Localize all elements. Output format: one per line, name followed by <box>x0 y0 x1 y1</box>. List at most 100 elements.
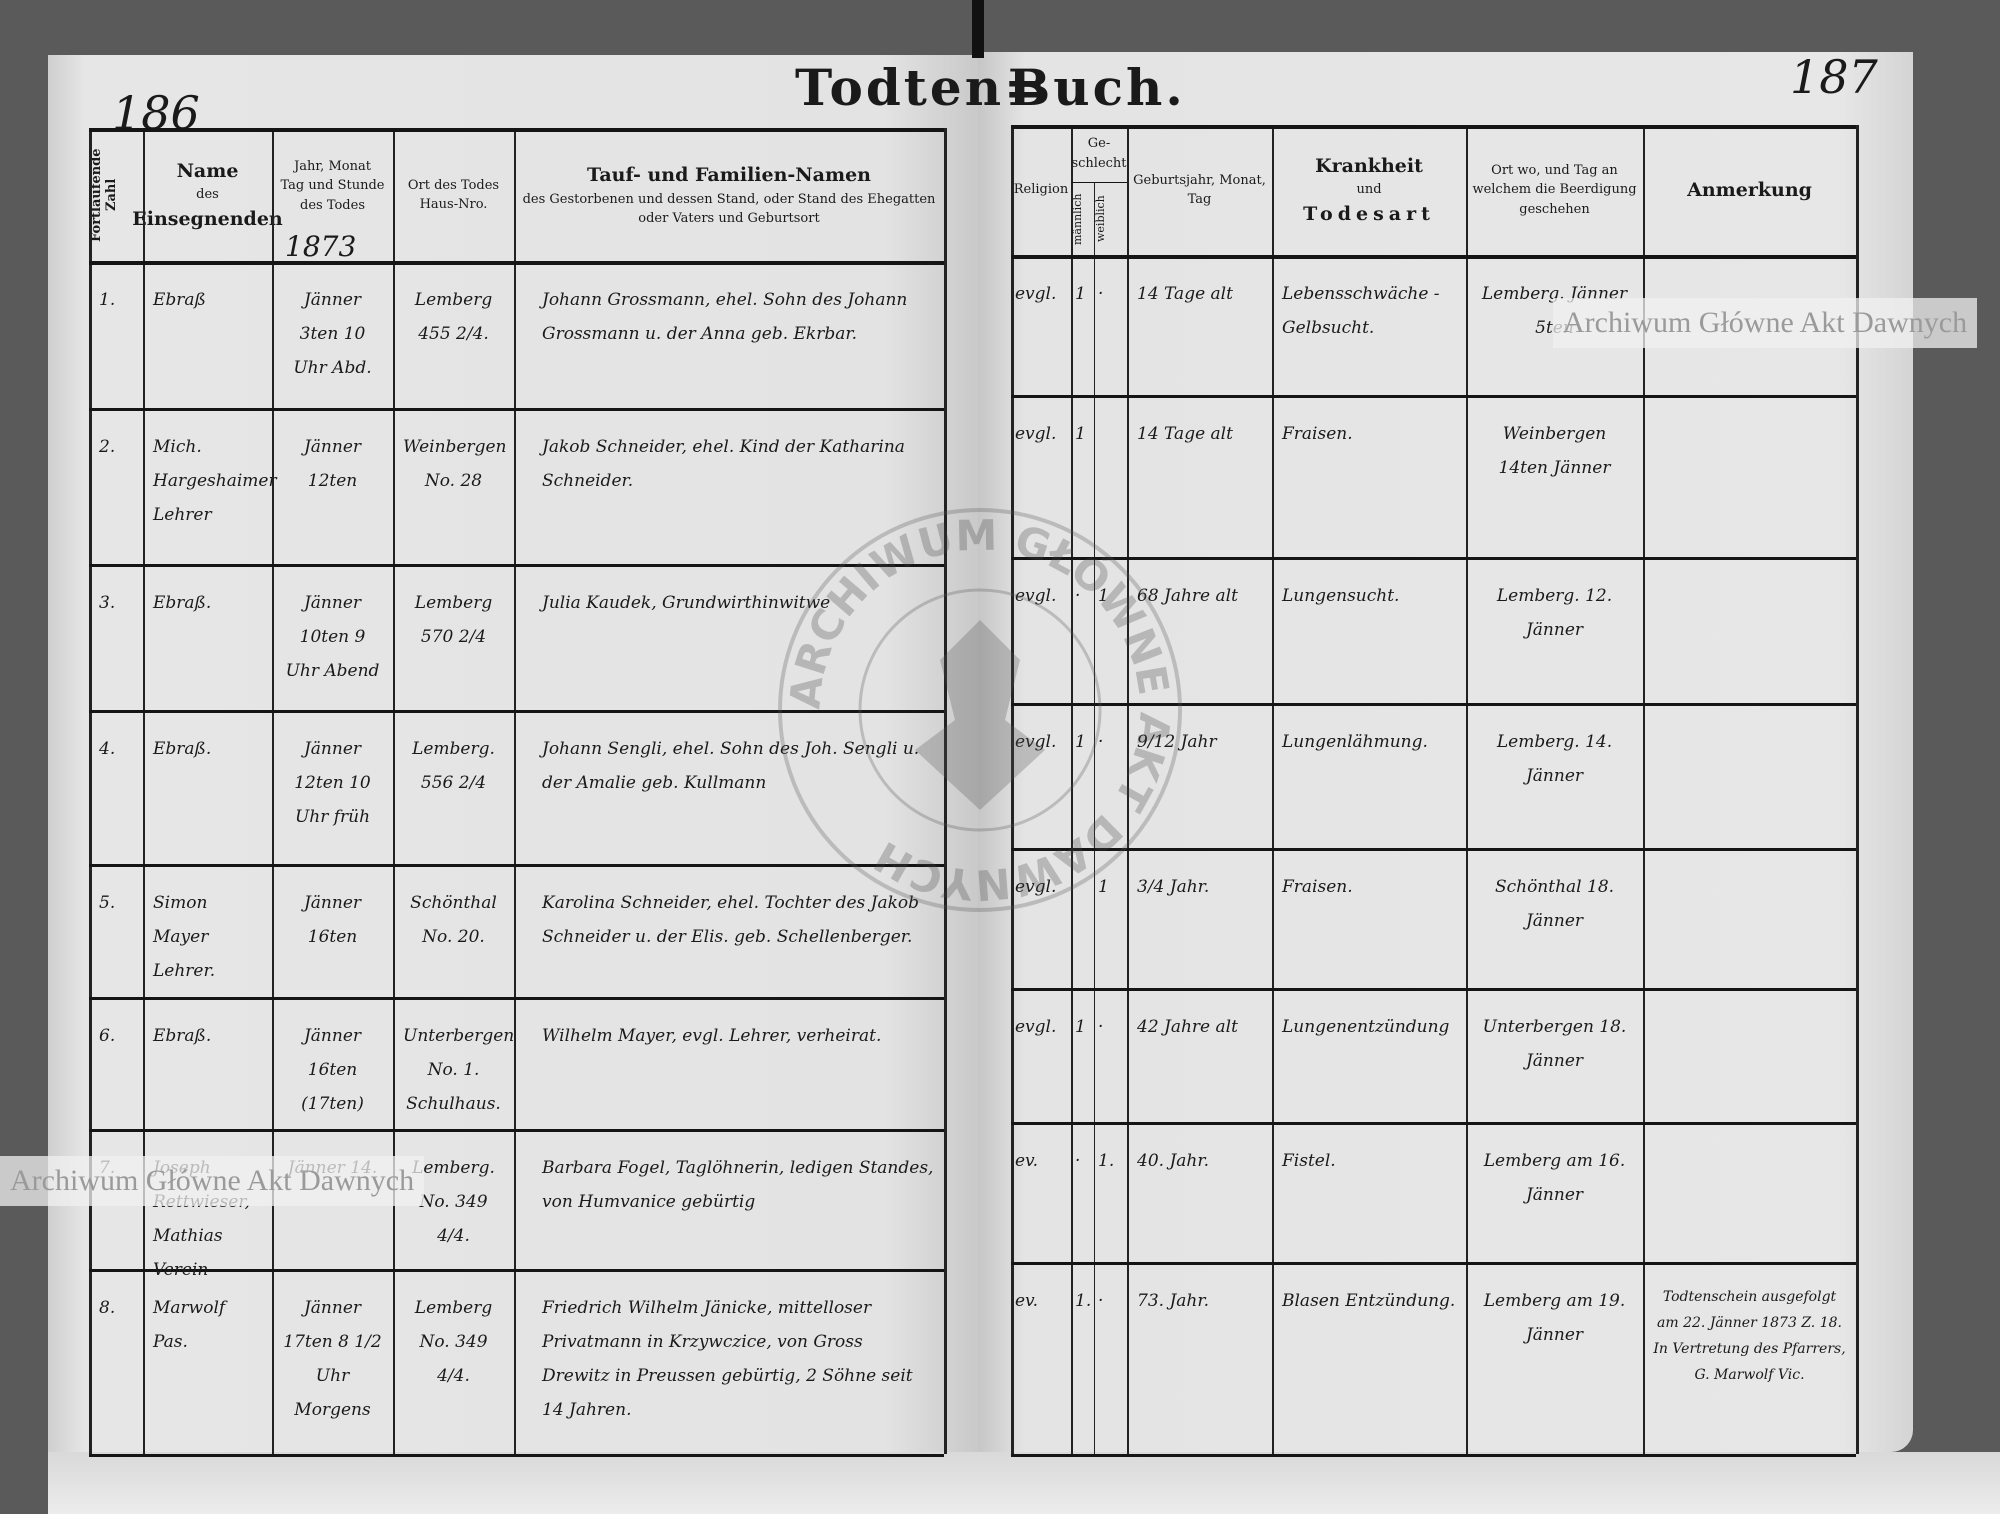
row-divider <box>89 261 944 265</box>
entry-burial: Lemberg am 16. Jänner <box>1483 1151 1626 1205</box>
header-name-l1: Name <box>176 159 239 182</box>
header-date-l3: des Todes <box>300 197 365 213</box>
column-divider <box>393 128 395 1454</box>
entry-age: 68 Jahre alt <box>1137 586 1238 606</box>
entry-no: 5. <box>99 893 116 913</box>
header-date: Jahr, Monat Tag und Stunde des Todes <box>272 130 393 242</box>
entry-place: Unterbergen No. 1. Schulhaus. <box>403 1026 515 1114</box>
entry-place: Lemberg 455 2/4. <box>414 290 493 344</box>
row-divider <box>1011 125 1856 129</box>
header-number: Fortlaufende Zahl <box>89 148 119 242</box>
header-family-l1: Tauf- und Familien-Namen <box>587 164 871 187</box>
archive-stamp: ARCHIWUM GŁÓWNE AKT DAWNYCH <box>778 508 1182 912</box>
title-right: Buch. <box>1008 58 1186 117</box>
entry-female: · <box>1098 1291 1104 1311</box>
entry-religion: evgl. <box>1015 284 1057 304</box>
header-date-l1: Jahr, Monat <box>294 158 371 174</box>
entry-burial: Unterbergen 18. Jänner <box>1482 1017 1627 1071</box>
column-divider <box>1127 125 1129 1454</box>
entry-family: Friedrich Wilhelm Jänicke, mittelloser P… <box>542 1298 913 1420</box>
row-divider <box>1011 988 1856 991</box>
sex-divider <box>1071 182 1127 183</box>
entry-date: Jänner 3ten 10 Uhr Abd. <box>293 290 372 378</box>
entry-religion: evgl. <box>1015 1017 1057 1037</box>
entry-family: Barbara Fogel, Taglöhnerin, ledigen Stan… <box>542 1158 934 1212</box>
column-divider <box>89 128 92 1454</box>
entry-remark <box>1643 703 1856 848</box>
entry-date: Jänner 16ten <box>303 893 362 947</box>
entry-name: Mich. Hargeshaimer Lehrer <box>153 437 277 525</box>
column-divider <box>1071 125 1073 1454</box>
entry-religion: evgl. <box>1015 424 1057 444</box>
entry-age: 3/4 Jahr. <box>1137 877 1210 897</box>
entry-burial: Lemberg. 14. Jänner <box>1496 732 1613 786</box>
header-date-l2: Tag und Stunde <box>280 178 385 194</box>
entry-burial: Schönthal 18. Jänner <box>1494 877 1615 931</box>
entry-disease: Lungenentzündung <box>1282 1017 1450 1037</box>
header-name: Name des Einsegnenden <box>132 130 283 260</box>
entry-age: 42 Jahre alt <box>1137 1017 1238 1037</box>
header-sex: Ge-schlecht <box>1071 125 1127 182</box>
header-remark: Anmerkung <box>1643 125 1856 255</box>
column-divider <box>944 128 947 1454</box>
entry-male: 1 <box>1075 732 1086 752</box>
bottom-sheet <box>48 1452 2000 1514</box>
entry-remark <box>1643 1122 1856 1262</box>
entry-no: 4. <box>99 739 116 759</box>
entry-family: Johann Sengli, ehel. Sohn des Joh. Sengl… <box>542 739 920 793</box>
row-divider <box>1011 848 1856 851</box>
header-disease: Krankheit und Todesart <box>1272 125 1466 255</box>
row-divider <box>1011 1454 1856 1457</box>
row-divider <box>1011 703 1856 706</box>
entry-remark <box>1643 848 1856 988</box>
entry-remark <box>1643 988 1856 1122</box>
header-family: Tauf- und Familien-Namen des Gestorbenen… <box>514 130 944 260</box>
entry-name: Marwolf Pas. <box>153 1298 226 1352</box>
entry-disease: Blasen Entzündung. <box>1282 1291 1456 1311</box>
watermark-right: Archiwum Główne Akt Dawnych <box>1553 298 1978 348</box>
entry-date: Jänner 12ten <box>303 437 362 491</box>
entry-burial: Lemberg. 12. Jänner <box>1496 586 1613 640</box>
header-religion: Religion <box>1011 125 1071 255</box>
entry-date: Jänner 16ten (17ten) <box>301 1026 364 1114</box>
eagle-emblem-icon <box>915 620 1045 810</box>
row-divider <box>89 1269 944 1272</box>
entry-age: 73. Jahr. <box>1137 1291 1210 1311</box>
entry-date: Jänner 12ten 10 Uhr früh <box>294 739 371 827</box>
header-burial: Ort wo, und Tag an welchem die Beerdigun… <box>1466 125 1643 255</box>
entry-no: 3. <box>99 593 116 613</box>
watermark-left: Archiwum Główne Akt Dawnych <box>0 1156 425 1206</box>
header-female: weiblich <box>1094 195 1107 243</box>
header-place: Ort des Todes Haus-Nro. <box>393 130 514 260</box>
row-divider <box>89 997 944 1000</box>
row-divider <box>1011 1122 1856 1125</box>
entry-name: Ebraß. <box>153 1026 212 1046</box>
entry-female: · <box>1098 1017 1104 1037</box>
column-divider <box>1643 125 1645 1454</box>
header-place-l2: Haus-Nro. <box>419 197 488 212</box>
entry-burial: Lemberg am 19. Jänner <box>1483 1291 1626 1345</box>
header-birth: Geburtsjahr, Monat, Tag <box>1127 125 1272 255</box>
entry-female: · <box>1098 732 1104 752</box>
column-divider <box>1011 125 1014 1454</box>
row-divider <box>89 564 944 567</box>
header-remark-label: Anmerkung <box>1687 178 1812 201</box>
header-religion-label: Religion <box>1013 182 1069 198</box>
right-page-number: 187 <box>1790 50 1878 104</box>
entry-female: 1 <box>1098 586 1109 606</box>
entry-no: 1. <box>99 290 116 310</box>
row-divider <box>1011 1262 1856 1265</box>
entry-religion: evgl. <box>1015 732 1057 752</box>
header-family-l2: des Gestorbenen und dessen Stand, oder S… <box>522 191 936 207</box>
header-name-l3: Einsegnenden <box>132 207 283 230</box>
row-divider <box>89 128 944 132</box>
entry-remark: Todtenschein ausgefolgt am 22. Jänner 18… <box>1653 1289 1846 1383</box>
year: 1873 <box>285 230 357 263</box>
entry-disease: Lebensschwäche - Gelbsucht. <box>1282 284 1440 338</box>
entry-family: Karolina Schneider, ehel. Tochter des Ja… <box>542 893 920 947</box>
entry-age: 14 Tage alt <box>1137 424 1233 444</box>
entry-disease: Fraisen. <box>1282 877 1353 897</box>
row-divider <box>1011 557 1856 560</box>
entry-male: 1 <box>1075 1017 1086 1037</box>
row-divider <box>89 1129 944 1132</box>
